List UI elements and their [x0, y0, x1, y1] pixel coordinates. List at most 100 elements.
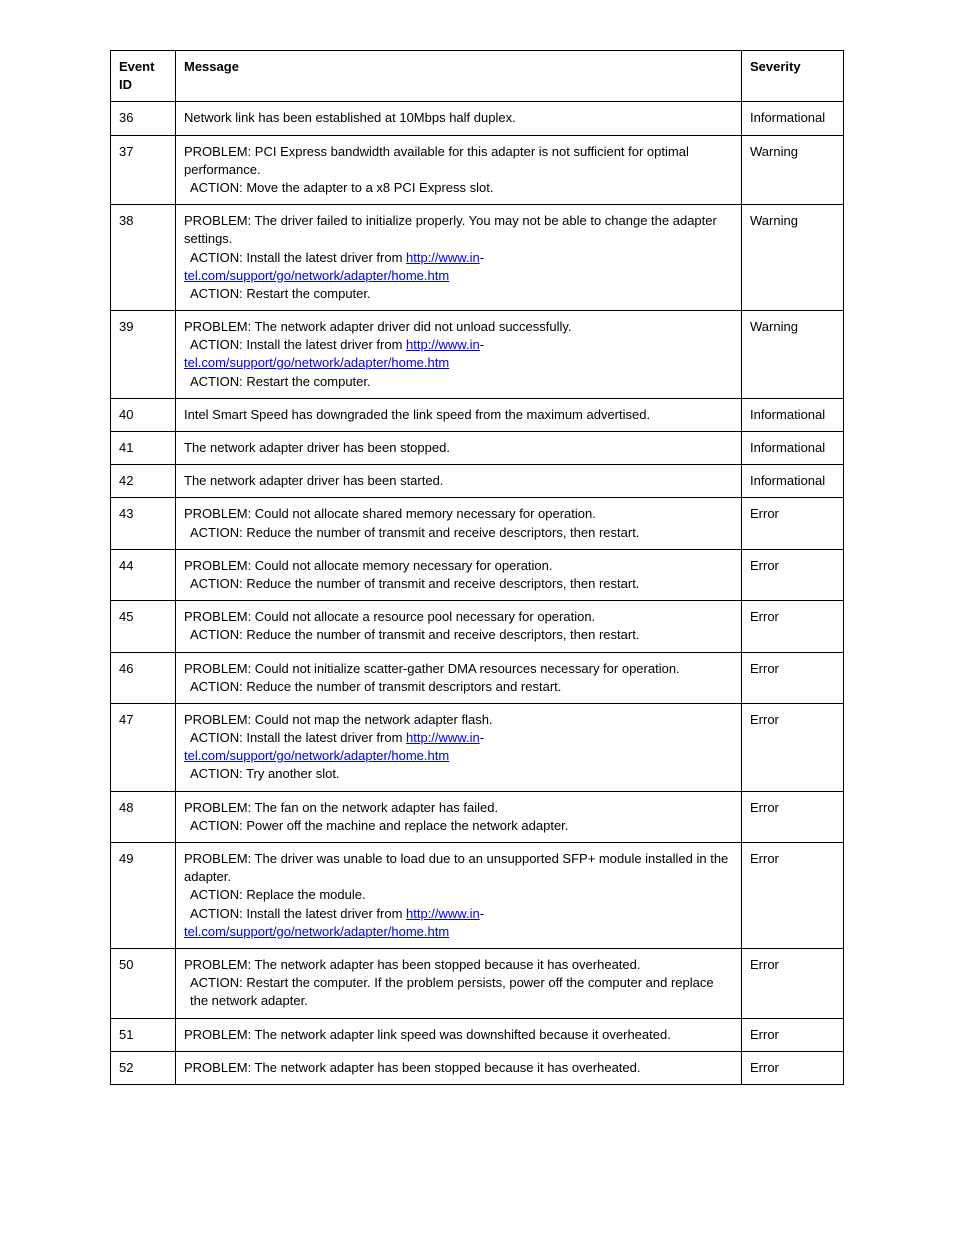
action-line: ACTION: Power off the machine and replac… [184, 817, 733, 835]
cell-message: PROBLEM: The fan on the network adapter … [176, 791, 742, 842]
cell-severity: Informational [742, 432, 844, 465]
table-row: 37PROBLEM: PCI Express bandwidth availab… [111, 135, 844, 205]
cell-severity: Error [742, 652, 844, 703]
message-line: The network adapter driver has been stop… [184, 439, 733, 457]
cell-message: PROBLEM: The network adapter driver did … [176, 311, 742, 399]
table-row: 45 PROBLEM: Could not allocate a resource… [111, 601, 844, 652]
message-line: PROBLEM: The network adapter has been st… [184, 1059, 733, 1077]
message-line: tel.com/support/go/network/adapter/home.… [184, 354, 733, 372]
message-line: PROBLEM: The fan on the network adapter … [184, 799, 733, 817]
table-row: 46PROBLEM: Could not initialize scatter-… [111, 652, 844, 703]
cell-event-id: 37 [111, 135, 176, 205]
cell-event-id: 36 [111, 102, 176, 135]
message-line: The network adapter driver has been star… [184, 472, 733, 490]
message-line: tel.com/support/go/network/adapter/home.… [184, 267, 733, 285]
driver-link[interactable]: tel.com/support/go/network/adapter/home.… [184, 748, 449, 763]
table-row: 43 PROBLEM: Could not allocate shared mem… [111, 498, 844, 549]
header-severity: Severity [742, 51, 844, 102]
action-line: ACTION: Replace the module. [184, 886, 733, 904]
cell-event-id: 46 [111, 652, 176, 703]
message-line: PROBLEM: Could not allocate memory neces… [184, 557, 733, 575]
action-line: ACTION: Install the latest driver from h… [184, 249, 733, 267]
cell-event-id: 39 [111, 311, 176, 399]
cell-event-id: 51 [111, 1018, 176, 1051]
table-row: 48 PROBLEM: The fan on the network adapte… [111, 791, 844, 842]
cell-message: PROBLEM: Could not map the network adapt… [176, 703, 742, 791]
table-row: 41 The network adapter driver has been st… [111, 432, 844, 465]
action-line: ACTION: Move the adapter to a x8 PCI Exp… [184, 179, 733, 197]
cell-message: PROBLEM: Could not initialize scatter-ga… [176, 652, 742, 703]
cell-message: PROBLEM: The driver failed to initialize… [176, 205, 742, 311]
message-line: PROBLEM: Could not allocate shared memor… [184, 505, 733, 523]
message-line: tel.com/support/go/network/adapter/home.… [184, 747, 733, 765]
cell-event-id: 49 [111, 843, 176, 949]
message-line: PROBLEM: The driver failed to initialize… [184, 212, 733, 248]
cell-event-id: 41 [111, 432, 176, 465]
table-row: 39PROBLEM: The network adapter driver di… [111, 311, 844, 399]
cell-message: Intel Smart Speed has downgraded the lin… [176, 398, 742, 431]
cell-event-id: 48 [111, 791, 176, 842]
cell-severity: Error [742, 601, 844, 652]
table-row: 42The network adapter driver has been st… [111, 465, 844, 498]
cell-message: PROBLEM: PCI Express bandwidth available… [176, 135, 742, 205]
table-row: 47 PROBLEM: Could not map the network ada… [111, 703, 844, 791]
message-line: Intel Smart Speed has downgraded the lin… [184, 406, 733, 424]
cell-severity: Error [742, 791, 844, 842]
cell-message: The network adapter driver has been stop… [176, 432, 742, 465]
table-row: 36 Network link has been established at 1… [111, 102, 844, 135]
cell-event-id: 43 [111, 498, 176, 549]
cell-message: PROBLEM: The driver was unable to load d… [176, 843, 742, 949]
cell-message: PROBLEM: Could not allocate shared memor… [176, 498, 742, 549]
cell-severity: Error [742, 948, 844, 1018]
cell-severity: Error [742, 843, 844, 949]
action-line: ACTION: Reduce the number of transmit an… [184, 626, 733, 644]
driver-link[interactable]: tel.com/support/go/network/adapter/home.… [184, 924, 449, 939]
cell-severity: Informational [742, 398, 844, 431]
table-row: 40 Intel Smart Speed has downgraded the l… [111, 398, 844, 431]
message-line: tel.com/support/go/network/adapter/home.… [184, 923, 733, 941]
driver-link[interactable]: http://www.in [406, 250, 480, 265]
message-line: PROBLEM: PCI Express bandwidth available… [184, 143, 733, 179]
driver-link[interactable]: http://www.in [406, 337, 480, 352]
message-line: Network link has been established at 10M… [184, 109, 733, 127]
cell-event-id: 52 [111, 1051, 176, 1084]
cell-event-id: 40 [111, 398, 176, 431]
cell-event-id: 47 [111, 703, 176, 791]
action-line: ACTION: Restart the computer. [184, 285, 733, 303]
driver-link[interactable]: http://www.in [406, 906, 480, 921]
cell-message: The network adapter driver has been star… [176, 465, 742, 498]
cell-message: PROBLEM: The network adapter link speed … [176, 1018, 742, 1051]
message-line: PROBLEM: The network adapter has been st… [184, 956, 733, 974]
driver-link[interactable]: tel.com/support/go/network/adapter/home.… [184, 355, 449, 370]
cell-severity: Error [742, 1051, 844, 1084]
action-line: ACTION: Restart the computer. [184, 373, 733, 391]
action-line: ACTION: Try another slot. [184, 765, 733, 783]
header-message: Message [176, 51, 742, 102]
cell-event-id: 38 [111, 205, 176, 311]
table-row: 49PROBLEM: The driver was unable to load… [111, 843, 844, 949]
action-line: ACTION: Reduce the number of transmit de… [184, 678, 733, 696]
cell-message: PROBLEM: The network adapter has been st… [176, 948, 742, 1018]
cell-severity: Informational [742, 465, 844, 498]
table-row: 38PROBLEM: The driver failed to initiali… [111, 205, 844, 311]
message-line: PROBLEM: The driver was unable to load d… [184, 850, 733, 886]
cell-severity: Warning [742, 205, 844, 311]
driver-link[interactable]: http://www.in [406, 730, 480, 745]
cell-event-id: 45 [111, 601, 176, 652]
table-header-row: Event ID Message Severity [111, 51, 844, 102]
driver-link[interactable]: tel.com/support/go/network/adapter/home.… [184, 268, 449, 283]
message-line: PROBLEM: Could not allocate a resource p… [184, 608, 733, 626]
cell-message: PROBLEM: Could not allocate a resource p… [176, 601, 742, 652]
cell-message: PROBLEM: Could not allocate memory neces… [176, 549, 742, 600]
table-row: 51PROBLEM: The network adapter link spee… [111, 1018, 844, 1051]
message-line: PROBLEM: Could not map the network adapt… [184, 711, 733, 729]
cell-message: Network link has been established at 10M… [176, 102, 742, 135]
cell-severity: Error [742, 498, 844, 549]
action-line: ACTION: Reduce the number of transmit an… [184, 575, 733, 593]
action-line: ACTION: Install the latest driver from h… [184, 905, 733, 923]
header-event-id: Event ID [111, 51, 176, 102]
cell-severity: Warning [742, 135, 844, 205]
table-row: 52 PROBLEM: The network adapter has been … [111, 1051, 844, 1084]
cell-severity: Warning [742, 311, 844, 399]
cell-severity: Error [742, 703, 844, 791]
